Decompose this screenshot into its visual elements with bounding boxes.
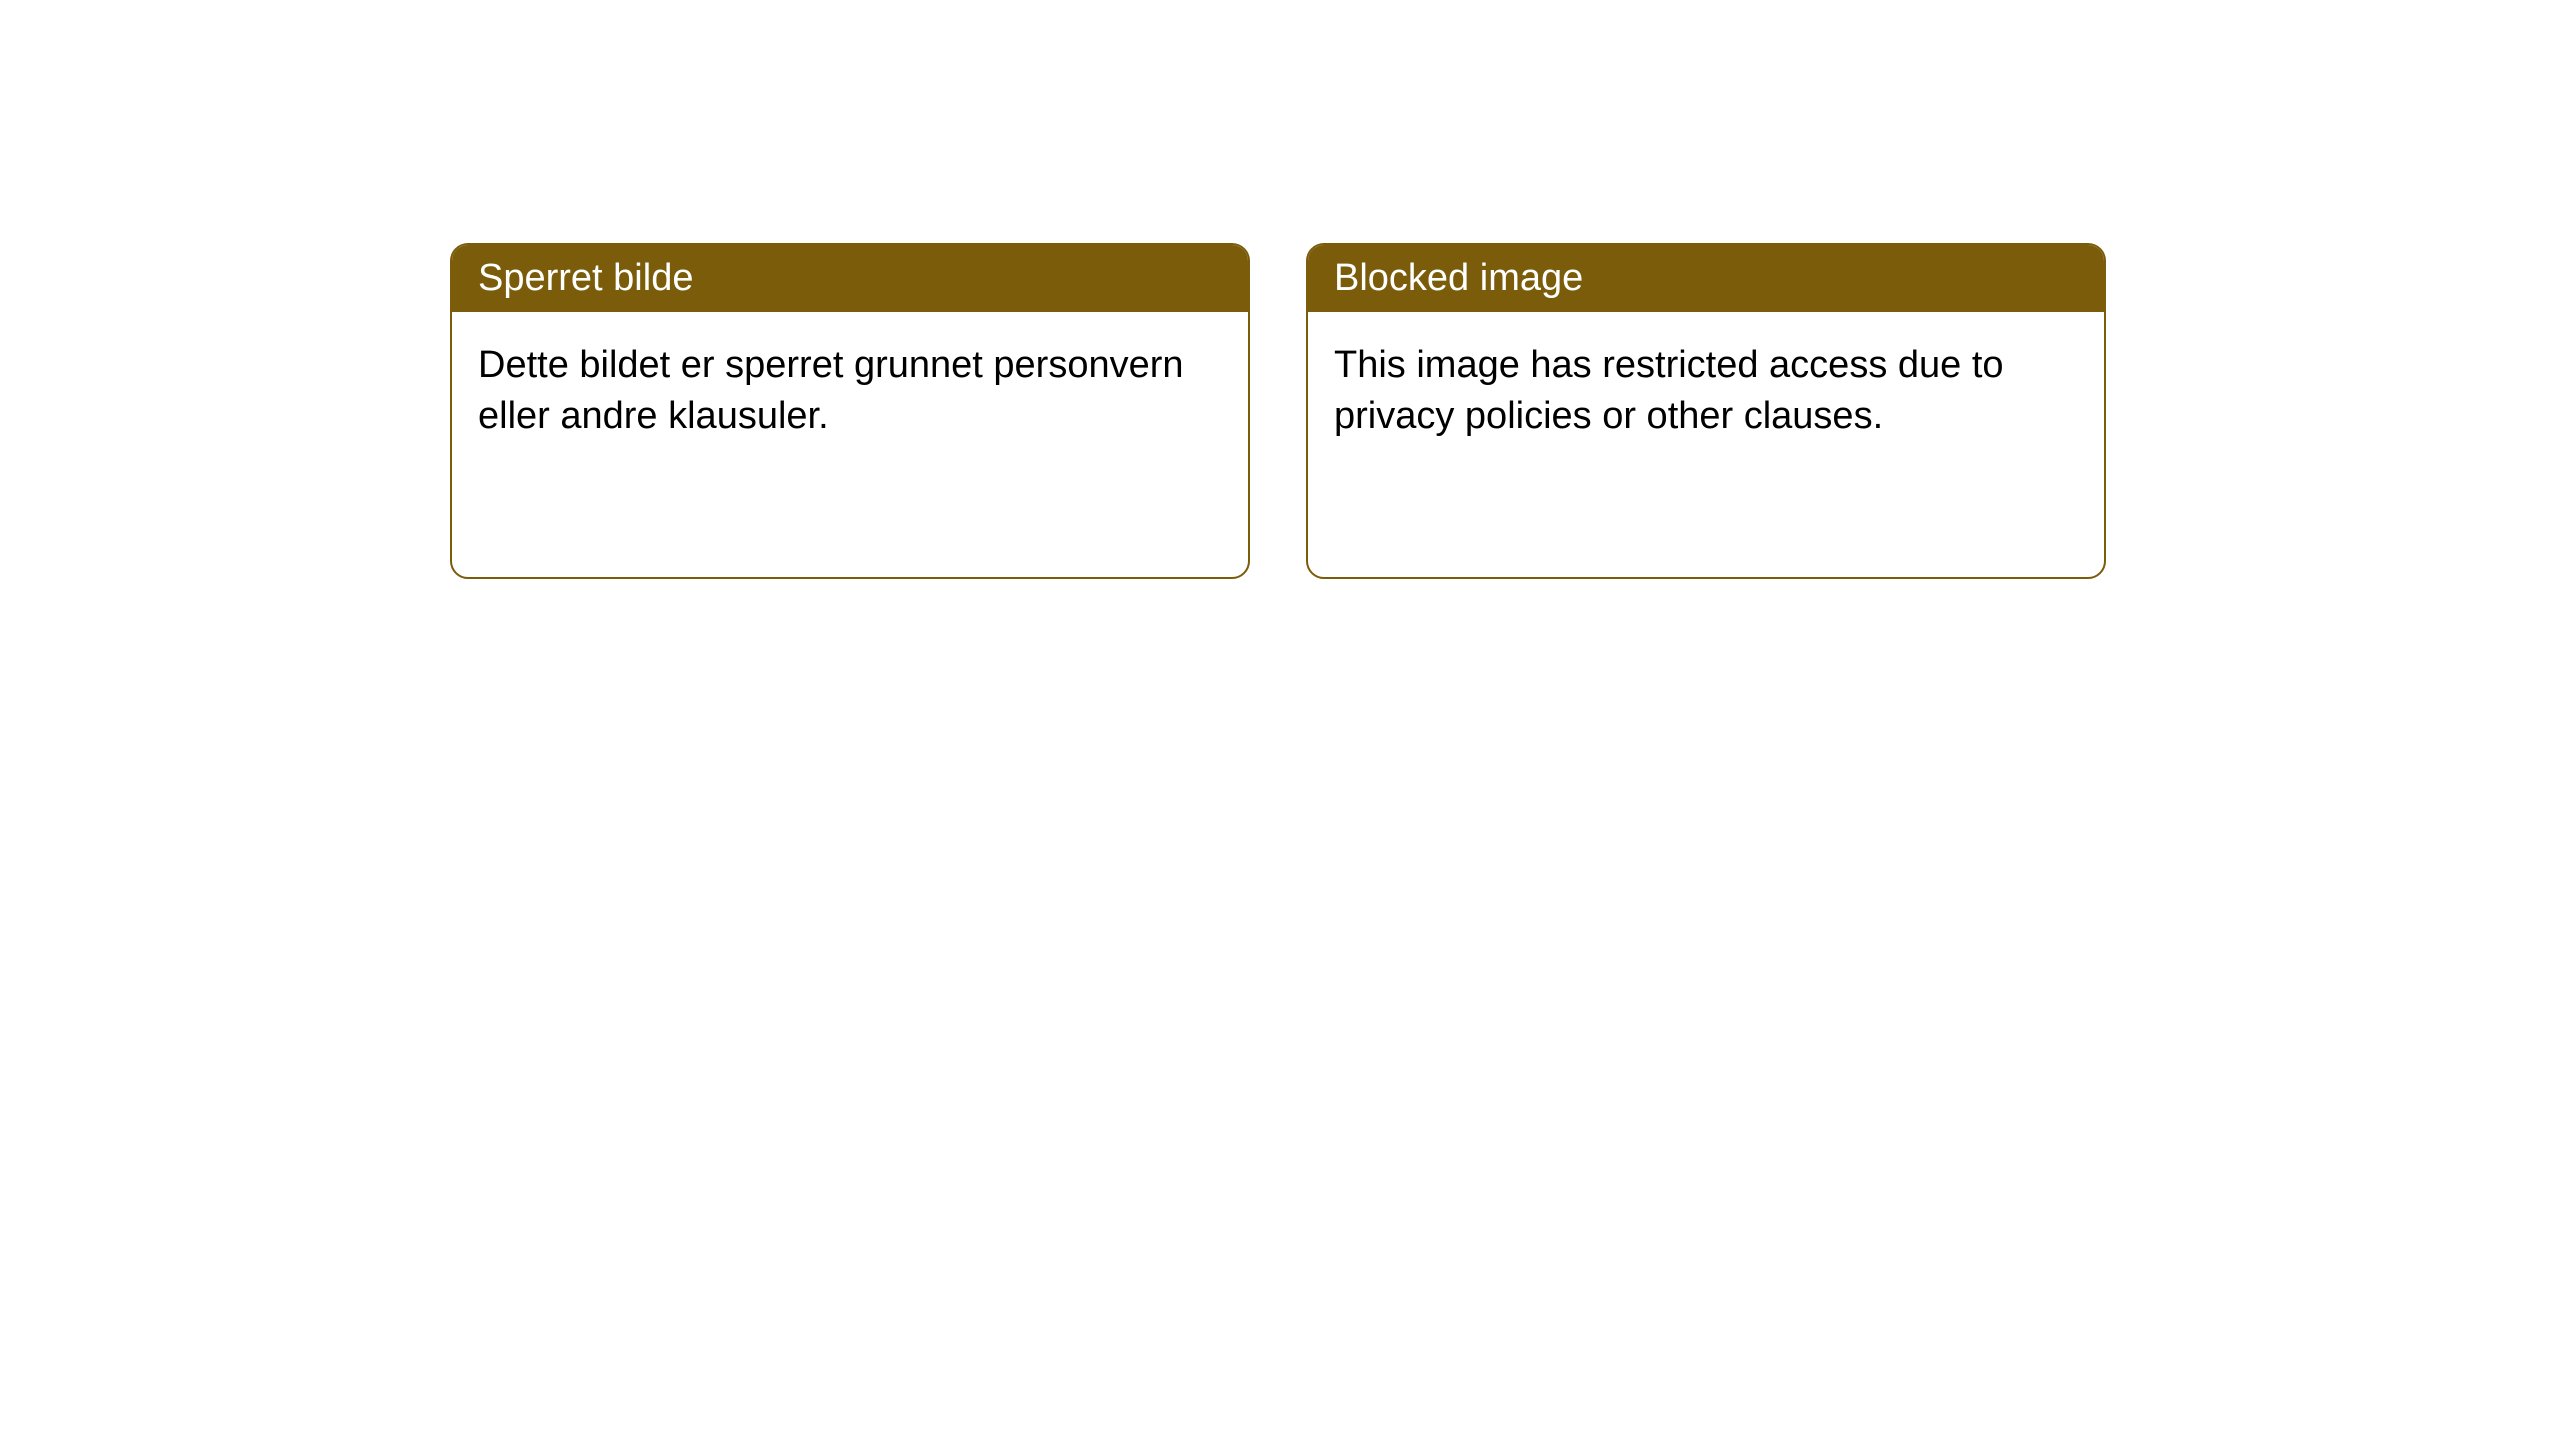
card-body-norwegian: Dette bildet er sperret grunnet personve… [452, 312, 1248, 471]
blocked-image-card-norwegian: Sperret bilde Dette bildet er sperret gr… [450, 243, 1250, 579]
card-body-text: Dette bildet er sperret grunnet personve… [478, 344, 1184, 437]
card-header-norwegian: Sperret bilde [452, 245, 1248, 312]
card-title: Sperret bilde [478, 257, 693, 299]
card-body-english: This image has restricted access due to … [1308, 312, 2104, 471]
card-header-english: Blocked image [1308, 245, 2104, 312]
card-body-text: This image has restricted access due to … [1334, 344, 2004, 437]
blocked-image-card-english: Blocked image This image has restricted … [1306, 243, 2106, 579]
card-title: Blocked image [1334, 257, 1583, 299]
notice-cards-container: Sperret bilde Dette bildet er sperret gr… [450, 243, 2106, 579]
